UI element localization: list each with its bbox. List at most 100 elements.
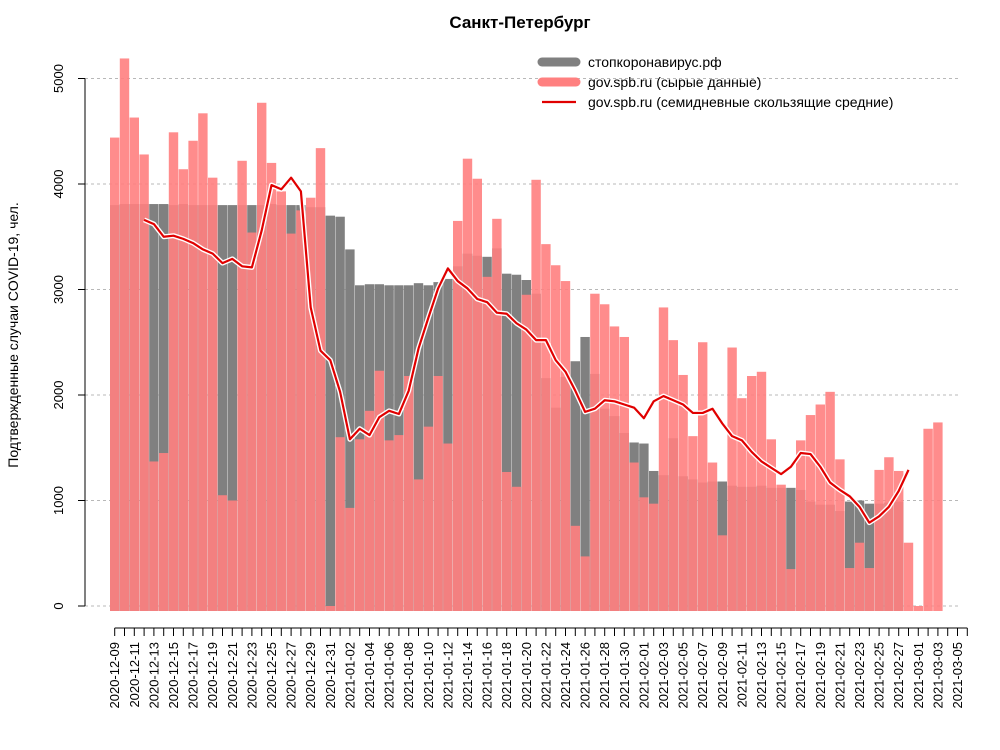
- bar: [629, 462, 639, 611]
- x-tick-label: 2020-12-17: [186, 642, 201, 709]
- x-tick-label: 2021-02-07: [695, 642, 710, 709]
- x-tick-label: 2021-01-04: [362, 642, 377, 709]
- bar: [208, 177, 218, 612]
- bar: [306, 197, 316, 611]
- x-tick-label: 2021-01-14: [460, 642, 475, 709]
- x-tick-label: 2020-12-21: [225, 642, 240, 709]
- bar: [551, 265, 561, 611]
- bar: [786, 569, 796, 611]
- x-tick-label: 2021-02-03: [656, 642, 671, 709]
- bar: [257, 102, 267, 612]
- bar: [443, 443, 453, 611]
- bar: [227, 500, 237, 611]
- bar: [227, 205, 237, 611]
- x-tick-label: 2020-12-27: [284, 642, 299, 709]
- bar: [325, 606, 335, 611]
- bar: [590, 293, 600, 611]
- bar: [570, 361, 580, 611]
- bar: [717, 535, 727, 611]
- y-axis-label: Подтвержденные случаи COVID-19, чел.: [5, 202, 21, 467]
- bar: [286, 233, 296, 611]
- bar: [894, 470, 904, 611]
- bar: [276, 191, 286, 611]
- bar: [913, 606, 923, 611]
- bar: [325, 215, 335, 611]
- x-tick-label: 2021-01-26: [578, 642, 593, 709]
- bar: [747, 376, 757, 611]
- bar: [482, 276, 492, 611]
- x-tick-label: 2021-01-24: [558, 642, 573, 709]
- bar: [159, 204, 169, 612]
- legend-label: gov.spb.ru (сырые данные): [588, 74, 761, 90]
- bar: [266, 162, 277, 611]
- bar: [678, 374, 688, 611]
- bar: [845, 501, 855, 611]
- bar: [159, 453, 169, 611]
- bar: [903, 542, 914, 611]
- bar: [355, 439, 365, 611]
- y-tick-label: 5000: [51, 64, 66, 93]
- x-tick-label: 2021-01-02: [342, 642, 357, 709]
- bar: [198, 113, 208, 611]
- x-tick-label: 2021-02-01: [636, 642, 651, 709]
- bar: [492, 218, 502, 611]
- bar: [776, 484, 786, 611]
- x-tick-label: 2021-01-20: [519, 642, 534, 709]
- bar: [149, 461, 159, 611]
- chart-title: Санкт-Петербург: [449, 13, 590, 32]
- legend-label: стопкоронавирус.рф: [588, 54, 722, 70]
- x-tick-label: 2021-02-25: [872, 642, 887, 709]
- bar: [923, 428, 933, 611]
- bar: [413, 479, 424, 611]
- bar: [345, 507, 355, 611]
- y-tick-label: 4000: [51, 170, 66, 199]
- bar: [560, 281, 571, 611]
- bar: [472, 178, 482, 612]
- bar: [756, 371, 767, 611]
- x-tick-label: 2021-02-11: [734, 642, 749, 708]
- bar: [364, 410, 375, 611]
- bar: [247, 232, 257, 611]
- bar: [374, 370, 384, 611]
- x-tick-label: 2021-01-30: [617, 642, 632, 709]
- y-tick-label: 2000: [51, 381, 66, 410]
- bar: [825, 391, 835, 611]
- bar: [707, 462, 718, 611]
- bar: [864, 568, 874, 611]
- bar: [845, 568, 855, 611]
- bar: [649, 503, 659, 611]
- y-tick-label: 0: [51, 602, 66, 609]
- y-axis: 0 1000 2000 3000 4000 5000: [51, 64, 86, 610]
- x-tick-label: 2021-01-10: [421, 642, 436, 709]
- bar: [149, 204, 159, 612]
- bar: [698, 342, 708, 611]
- x-tick-label: 2021-01-22: [538, 642, 553, 709]
- x-tick-label: 2021-01-08: [401, 642, 416, 709]
- x-tick-label: 2021-02-23: [852, 642, 867, 709]
- bar: [413, 283, 424, 611]
- bar: [766, 439, 776, 611]
- x-tick-label: 2020-12-13: [146, 642, 161, 709]
- bar: [511, 274, 522, 611]
- bar: [805, 415, 816, 611]
- moving-average-line: [143, 176, 910, 524]
- x-tick-label: 2020-12-31: [323, 642, 338, 709]
- bar: [874, 469, 884, 611]
- bar: [502, 472, 512, 611]
- bar: [786, 487, 796, 611]
- bar: [933, 422, 943, 611]
- x-tick-label: 2021-02-15: [774, 642, 789, 709]
- x-tick-label: 2021-01-18: [499, 642, 514, 709]
- bar: [521, 294, 531, 611]
- x-tick-label: 2021-03-05: [950, 642, 965, 709]
- bar: [796, 440, 806, 611]
- bar: [315, 148, 326, 611]
- x-tick-label: 2021-01-16: [480, 642, 495, 709]
- bar: [433, 376, 443, 611]
- bar: [570, 525, 580, 611]
- bar: [668, 340, 678, 611]
- bar: [335, 216, 345, 611]
- legend-label: gov.spb.ru (семидневные скользящие средн…: [588, 94, 893, 110]
- bar: [110, 137, 120, 611]
